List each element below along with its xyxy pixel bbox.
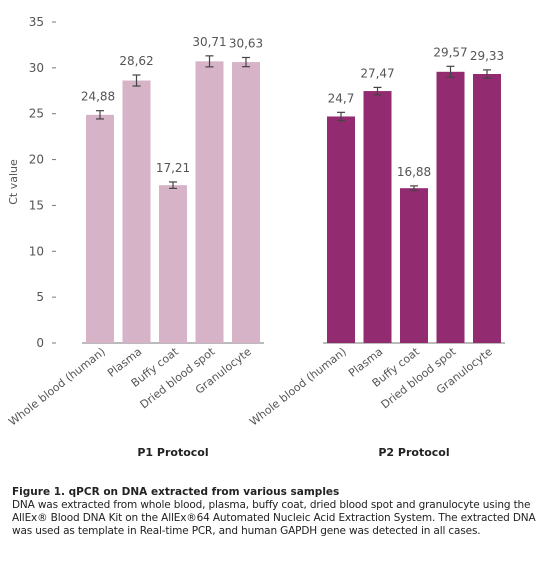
data-label: 28,62 [119, 54, 153, 68]
y-tick-label: 30 [29, 61, 44, 75]
group-label: P2 Protocol [378, 446, 449, 459]
data-label: 17,21 [156, 161, 190, 175]
data-label: 27,47 [360, 66, 394, 80]
bar [363, 91, 392, 344]
data-label: 29,33 [470, 49, 504, 63]
data-label: 30,63 [229, 36, 263, 50]
y-tick-label: 5 [36, 290, 44, 304]
bar [195, 61, 224, 343]
y-axis: 0 5 10 15 20 25 30 35 [29, 15, 56, 350]
y-tick-label: 35 [29, 15, 44, 29]
caption-body: DNA was extracted from whole blood, plas… [12, 499, 536, 537]
y-tick-label: 20 [29, 153, 44, 167]
y-tick-label: 10 [29, 244, 44, 258]
bar [436, 71, 465, 344]
bar [86, 114, 114, 344]
data-label: 24,7 [328, 91, 355, 105]
bar [327, 116, 355, 343]
bar [122, 80, 151, 343]
category-label: Whole blood (human) [247, 345, 349, 428]
bar [400, 188, 428, 343]
y-axis-title: Ct value [7, 159, 20, 205]
data-label: 16,88 [397, 165, 431, 179]
y-tick-label: 15 [29, 198, 44, 212]
bar [473, 74, 501, 343]
data-label: 29,57 [433, 45, 467, 59]
category-label: Whole blood (human) [6, 345, 108, 428]
y-tick-label: 0 [36, 336, 44, 350]
y-tick-label: 25 [29, 107, 44, 121]
data-label: 24,88 [81, 90, 115, 104]
caption-title: Figure 1. qPCR on DNA extracted from var… [12, 486, 340, 498]
data-label: 30,71 [192, 35, 226, 49]
chart: 0 5 10 15 20 25 30 35 Ct value 24,88 Whole blood… [6, 15, 505, 459]
bar [159, 185, 187, 343]
figure-caption: Figure 1. qPCR on DNA extracted from var… [12, 486, 536, 538]
bar [232, 62, 260, 344]
group-label: P1 Protocol [137, 446, 208, 459]
